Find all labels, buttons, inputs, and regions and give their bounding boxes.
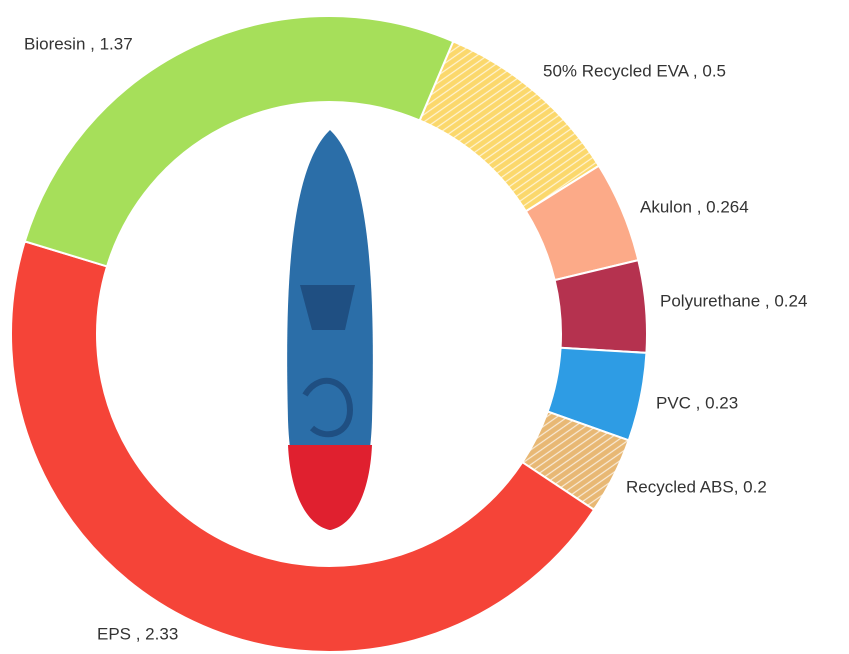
slice-label: EPS , 2.33: [97, 624, 178, 643]
slice-label: PVC , 0.23: [656, 393, 738, 412]
chart: 50% Recycled EVA , 0.5 Akulon , 0.264 Poly…: [0, 0, 849, 654]
slice-label: Akulon , 0.264: [640, 197, 749, 216]
slice-label: 50% Recycled EVA , 0.5: [543, 61, 726, 80]
slice-label: Recycled ABS, 0.2: [626, 477, 767, 496]
donut-slice: [25, 16, 453, 266]
board-illustration: [287, 130, 373, 530]
slice-label: Bioresin , 1.37: [24, 34, 133, 53]
slice-label: Polyurethane , 0.24: [660, 291, 807, 310]
